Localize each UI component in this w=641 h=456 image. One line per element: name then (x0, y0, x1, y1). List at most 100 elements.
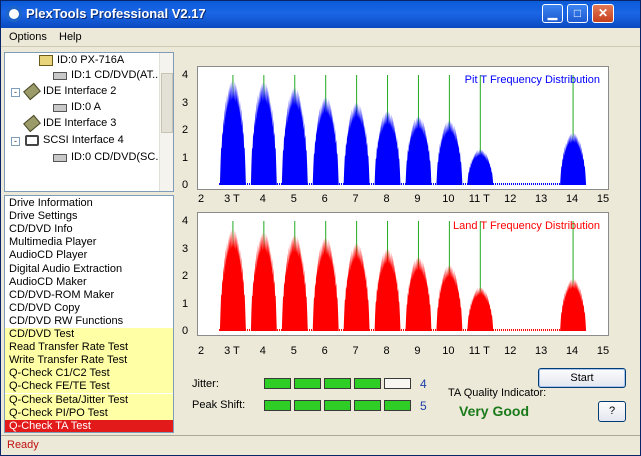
function-list-item[interactable]: CD/DVD Test (5, 328, 173, 341)
land-peak-shape (250, 232, 277, 331)
maximize-button[interactable]: □ (567, 4, 588, 23)
function-list-item[interactable]: AudioCD Maker (9, 275, 87, 288)
land-peak-shape (436, 265, 463, 331)
y-tick-label: 4 (181, 69, 189, 81)
function-list-item[interactable]: CD/DVD Info (9, 223, 73, 236)
x-tick-label: 15 (596, 345, 610, 357)
help-button[interactable]: ? (598, 401, 626, 422)
x-tick-label: 11 T (468, 345, 490, 357)
pit-peak (467, 149, 494, 185)
function-list-item[interactable]: Q-Check TA Test (5, 419, 173, 432)
x-tick-label: 4 (259, 193, 266, 205)
function-list-item[interactable]: AudioCD Player (9, 249, 88, 262)
ta-quality-value: Very Good (459, 403, 530, 419)
x-tick-label: 10 (442, 193, 455, 205)
meter-segment (354, 400, 381, 411)
peak-shift-value: 5 (420, 399, 427, 413)
ta-test-panel: Pit T Frequency Distribution Land T Freq… (179, 52, 637, 434)
ide-interface-icon (23, 82, 41, 101)
meter-segment (324, 378, 351, 389)
function-list-item[interactable]: Q-Check C1/C2 Test (5, 367, 173, 381)
land-peak (343, 243, 370, 331)
tree-node-label: ID:0 A (71, 101, 101, 113)
peak-shift-label: Peak Shift: (192, 399, 246, 411)
x-tick-label: 8 (383, 345, 390, 357)
title-bar[interactable]: PlexTools Professional V2.17 ▁ □ ✕ (1, 1, 640, 28)
pit-peak (436, 120, 463, 185)
pit-peak (219, 80, 246, 185)
land-peak (405, 256, 432, 331)
expand-toggle-icon[interactable]: - (11, 88, 20, 97)
x-tick-label: 2 (197, 193, 205, 205)
function-list-item[interactable]: Write Transfer Rate Test (5, 354, 173, 368)
menu-options[interactable]: Options (9, 31, 47, 43)
x-tick-label: 6 (321, 193, 328, 205)
function-list-item[interactable]: Drive Information (9, 197, 93, 209)
land-peak-shape (405, 256, 432, 331)
x-tick-label: 8 (383, 193, 390, 205)
plextools-logo-icon (6, 6, 22, 22)
close-button[interactable]: ✕ (592, 4, 614, 23)
function-list-item[interactable]: CD/DVD RW Functions (9, 314, 124, 327)
pit-chart-title: Pit T Frequency Distribution (464, 74, 600, 86)
land-peak-shape (281, 234, 308, 331)
function-list-item[interactable]: CD/DVD Copy (9, 301, 80, 314)
x-tick-label: 2 (197, 345, 205, 357)
y-tick-label: 2 (181, 270, 189, 282)
x-tick-label: 13 (535, 345, 548, 357)
function-list-item[interactable]: Q-Check Beta/Jitter Test (5, 393, 173, 407)
pit-peak-shape (405, 116, 432, 185)
minimize-button[interactable]: ▁ (542, 4, 563, 23)
tree-node-label: IDE Interface 3 (43, 117, 117, 129)
function-list-item[interactable]: Digital Audio Extraction (9, 262, 123, 275)
x-tick-label: 3 T (224, 193, 240, 205)
land-chart-title: Land T Frequency Distribution (453, 220, 600, 232)
meter-segment (264, 378, 291, 389)
drive-selected-icon (39, 55, 53, 66)
land-peak (374, 248, 401, 331)
function-list-item[interactable]: Read Transfer Rate Test (5, 341, 173, 355)
y-tick-label: 2 (181, 124, 189, 136)
pit-peak (405, 116, 432, 185)
function-list-item[interactable]: CD/DVD-ROM Maker (9, 288, 115, 301)
function-list-item[interactable]: Drive Settings (9, 210, 78, 223)
land-chart-svg (219, 221, 587, 331)
function-list-item[interactable]: Multimedia Player (9, 236, 97, 249)
window-title: PlexTools Professional V2.17 (26, 6, 206, 21)
pit-peak-shape (343, 102, 370, 185)
tree-node-label: ID:0 CD/DVD(SC... (71, 151, 165, 163)
function-list-item[interactable]: Q-Check PI/PO Test (5, 406, 173, 420)
land-peak (219, 229, 246, 331)
y-tick-label: 4 (181, 215, 189, 227)
tree-node-label: ID:1 CD/DVD(AT... (71, 69, 162, 81)
ta-quality-label: TA Quality Indicator: (448, 387, 547, 399)
function-list[interactable]: Drive Information Drive Settings CD/DVD In… (4, 195, 174, 433)
y-tick-label: 3 (181, 242, 189, 255)
tree-scrollbar[interactable] (159, 53, 173, 191)
status-bar: Ready (1, 435, 640, 455)
pit-peak-shape (436, 120, 463, 185)
tree-node-label: IDE Interface 2 (43, 85, 117, 97)
x-tick-label: 9 (414, 193, 421, 205)
land-peak (436, 265, 463, 331)
menu-bar: Options Help (1, 28, 640, 47)
y-tick-label: 1 (181, 297, 189, 310)
menu-help[interactable]: Help (59, 31, 82, 43)
function-list-item[interactable]: Q-Check FE/TE Test (5, 380, 173, 394)
jitter-label: Jitter: (192, 378, 219, 390)
tree-scrollbar-thumb[interactable] (161, 73, 173, 133)
pit-peak (312, 97, 339, 185)
y-tick-label: 3 (181, 96, 189, 109)
x-tick-label: 5 (290, 345, 297, 357)
land-peak (312, 237, 339, 331)
device-tree[interactable]: ID:0 PX-716A ID:1 CD/DVD(AT... IDE Interfa… (4, 52, 174, 192)
x-tick-label: 5 (290, 193, 297, 205)
drive-icon (53, 104, 67, 112)
start-button[interactable]: Start (538, 368, 626, 388)
pit-peak-shape (312, 97, 339, 185)
pit-peak-shape (250, 81, 277, 185)
pit-chart-svg (219, 75, 587, 185)
tree-node-label: SCSI Interface 4 (43, 134, 124, 146)
expand-toggle-icon[interactable]: - (11, 137, 20, 146)
